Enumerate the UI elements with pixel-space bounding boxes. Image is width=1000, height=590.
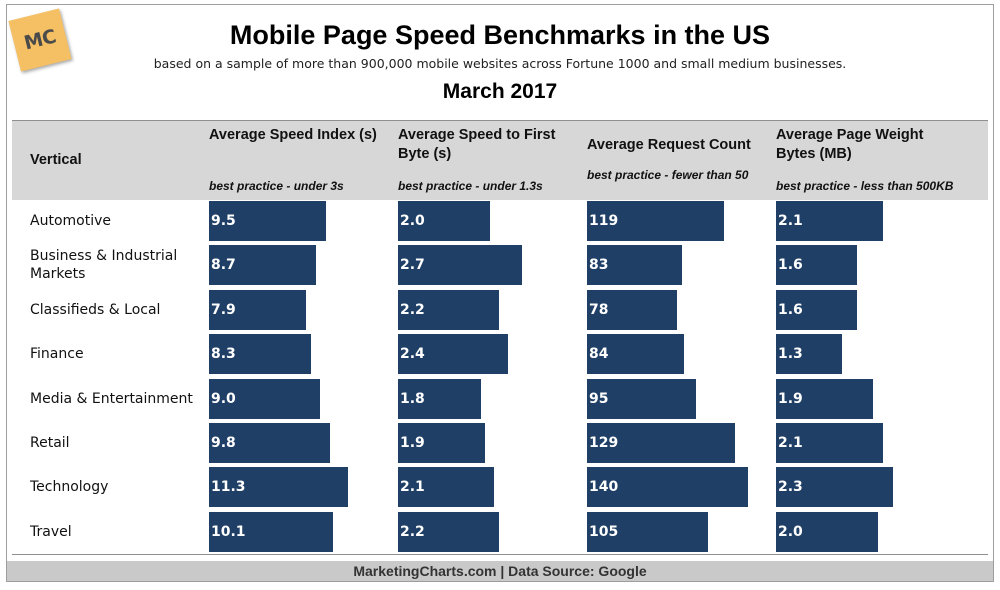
bar-2-3 (398, 289, 499, 330)
bar-3-5 (587, 378, 696, 419)
bar-value-label: 83 (589, 257, 609, 274)
category-label: Classifieds & Local (30, 301, 161, 318)
bar-value-label: 10.1 (211, 523, 246, 540)
bar-1-2 (209, 245, 316, 286)
best-practice-note-4: best practice - less than 500KB (776, 179, 954, 193)
bar-2-2 (398, 245, 522, 286)
bar-value-label: 119 (589, 213, 619, 229)
bar-1-1 (209, 201, 326, 241)
bottom-divider (12, 554, 988, 555)
bar-value-label: 129 (589, 435, 619, 451)
bar-3-1 (587, 201, 724, 241)
footer-source: MarketingCharts.com | Data Source: Googl… (7, 561, 993, 581)
bar-value-label: 84 (589, 346, 609, 363)
bar-value-label: 140 (589, 479, 619, 496)
bar-2-7 (398, 467, 494, 508)
bar-value-label: 78 (589, 301, 609, 318)
bar-1-8 (209, 511, 333, 552)
bar-value-label: 9.0 (211, 390, 236, 407)
chart-date: March 2017 (442, 80, 558, 103)
bar-1-6 (209, 423, 330, 463)
bar-2-1 (398, 201, 490, 241)
bar-1-7 (209, 467, 348, 508)
best-practice-note-2: best practice - under 1.3s (398, 179, 543, 193)
bar-1-3 (209, 289, 306, 330)
bar-value-label: 2.1 (778, 435, 803, 451)
column-header-4: Average Page Weight Bytes (MB) (776, 127, 924, 162)
bar-value-label: 2.2 (400, 301, 425, 318)
chart-title: Mobile Page Speed Benchmarks in the US (229, 20, 771, 50)
category-label: Technology (30, 479, 109, 496)
bar-3-4 (587, 334, 684, 375)
bar-3-2 (587, 245, 682, 286)
bar-value-label: 11.3 (211, 479, 246, 496)
column-header-3: Average Request Count (587, 137, 751, 153)
bar-1-5 (209, 378, 320, 419)
category-label: Media & Entertainment (30, 390, 193, 407)
bar-3-7 (587, 467, 748, 508)
bar-3-3 (587, 289, 677, 330)
bar-value-label: 2.3 (778, 479, 803, 496)
bar-value-label: 2.0 (778, 523, 803, 540)
bar-4-6 (776, 423, 883, 463)
bar-value-label: 2.1 (400, 479, 425, 496)
bar-value-label: 2.7 (400, 257, 425, 274)
bar-4-8 (776, 511, 878, 552)
bar-value-label: 1.3 (778, 346, 803, 363)
bar-value-label: 2.2 (400, 523, 425, 540)
bar-4-2 (776, 245, 857, 286)
bar-2-5 (398, 378, 481, 419)
bar-value-label: 95 (589, 390, 609, 407)
bar-value-label: 1.9 (400, 435, 425, 451)
column-header-1: Average Speed Index (s) (209, 127, 377, 143)
bar-3-6 (587, 423, 735, 463)
bar-value-label: 2.4 (400, 346, 425, 363)
bar-value-label: 9.5 (211, 213, 236, 229)
bar-2-8 (398, 511, 499, 552)
bar-4-3 (776, 289, 857, 330)
bar-value-label: 1.9 (778, 390, 803, 407)
bar-value-label: 2.0 (400, 213, 425, 229)
bar-value-label: 1.8 (400, 390, 425, 407)
category-label: Business & Industrial Markets (30, 248, 178, 283)
chart-frame (6, 4, 994, 582)
bar-value-label: 8.7 (211, 257, 236, 274)
bar-4-4 (776, 334, 842, 375)
bar-value-label: 105 (589, 523, 619, 540)
bar-value-label: 8.3 (211, 346, 236, 363)
bar-value-label: 1.6 (778, 301, 803, 318)
bar-2-4 (398, 334, 508, 375)
bar-4-1 (776, 201, 883, 241)
table-header (12, 120, 988, 200)
best-practice-note-3: best practice - fewer than 50 (587, 168, 749, 182)
bar-2-6 (398, 423, 485, 463)
bar-4-7 (776, 467, 893, 508)
category-label: Retail (30, 435, 70, 451)
category-label: Automotive (30, 213, 111, 229)
row-header-label: Vertical (30, 152, 82, 168)
bar-1-4 (209, 334, 311, 375)
bar-value-label: 1.6 (778, 257, 803, 274)
bar-value-label: 2.1 (778, 213, 803, 229)
bar-value-label: 7.9 (211, 301, 236, 318)
chart-subtitle: based on a sample of more than 900,000 m… (153, 56, 847, 71)
column-header-2: Average Speed to First Byte (s) (398, 127, 556, 162)
bar-value-label: 9.8 (211, 435, 236, 451)
bar-4-5 (776, 378, 873, 419)
bar-3-8 (587, 511, 708, 552)
category-label: Finance (30, 346, 84, 363)
category-label: Travel (30, 523, 72, 540)
best-practice-note-1: best practice - under 3s (209, 179, 344, 193)
